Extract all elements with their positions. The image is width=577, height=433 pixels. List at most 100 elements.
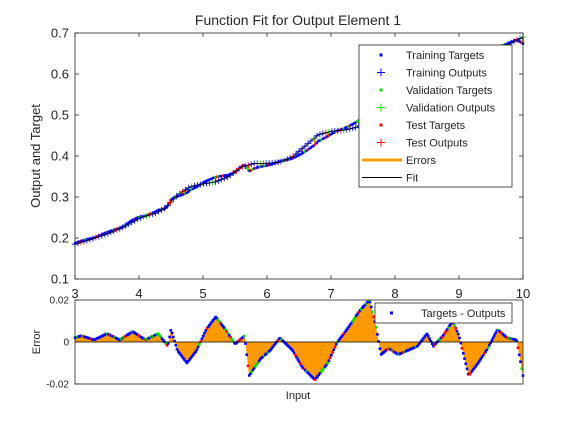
error-marker bbox=[195, 348, 199, 351]
fit-target-marker bbox=[517, 39, 520, 43]
fit-legend-entry-label: Validation Outputs bbox=[406, 103, 496, 115]
fit-target-marker bbox=[263, 164, 266, 168]
error-marker bbox=[231, 339, 235, 343]
error-marker bbox=[169, 329, 173, 332]
error-marker bbox=[199, 340, 202, 343]
error-marker bbox=[455, 329, 459, 333]
error-marker bbox=[341, 333, 344, 337]
error-marker bbox=[167, 342, 170, 345]
fit-target-marker bbox=[250, 169, 253, 172]
error-marker bbox=[378, 347, 382, 350]
error-marker bbox=[458, 336, 461, 340]
error-marker bbox=[443, 331, 446, 335]
error-marker bbox=[486, 346, 490, 349]
error-marker bbox=[251, 368, 255, 372]
error-marker bbox=[479, 357, 482, 361]
error-marker bbox=[332, 348, 336, 352]
error-marker bbox=[519, 360, 522, 363]
fit-target-marker bbox=[152, 211, 156, 214]
error-marker bbox=[294, 353, 297, 357]
fit-target-marker bbox=[135, 217, 138, 220]
fit-target-marker bbox=[518, 40, 522, 43]
error-y-tick-label: -0.02 bbox=[46, 380, 69, 391]
error-marker bbox=[229, 336, 232, 339]
error-marker bbox=[204, 329, 207, 332]
error-marker bbox=[364, 302, 368, 305]
fit-x-tick-label: 8 bbox=[391, 286, 398, 301]
fit-target-marker bbox=[224, 174, 227, 177]
error-marker bbox=[331, 351, 334, 354]
fit-target-marker bbox=[315, 141, 319, 144]
fit-target-marker bbox=[218, 175, 222, 178]
error-marker bbox=[224, 328, 227, 331]
error-marker bbox=[272, 344, 276, 347]
error-marker bbox=[469, 371, 472, 375]
fit-target-marker bbox=[309, 146, 313, 149]
error-marker bbox=[179, 353, 183, 357]
error-marker bbox=[350, 321, 353, 325]
fit-target-marker bbox=[81, 239, 84, 242]
error-marker bbox=[343, 330, 347, 334]
error-marker bbox=[93, 338, 97, 341]
fit-target-marker bbox=[324, 136, 328, 139]
fit-legend: Training Targets Training Outputs Validati… bbox=[358, 44, 513, 188]
error-marker bbox=[430, 342, 434, 346]
fit-target-marker bbox=[300, 152, 304, 155]
fit-target-marker bbox=[214, 175, 217, 179]
error-marker bbox=[470, 369, 474, 373]
fit-target-marker bbox=[209, 177, 213, 181]
fit-target-marker bbox=[259, 165, 262, 168]
fit-target-marker bbox=[332, 131, 335, 135]
error-marker bbox=[327, 359, 331, 362]
error-marker bbox=[173, 339, 176, 343]
error-marker bbox=[453, 324, 456, 327]
error-marker bbox=[220, 323, 224, 326]
error-marker bbox=[256, 361, 260, 364]
error-marker bbox=[86, 336, 89, 339]
fit-target-marker bbox=[347, 125, 350, 128]
error-marker bbox=[265, 352, 268, 355]
fit-target-marker bbox=[126, 222, 129, 225]
error-marker bbox=[384, 349, 388, 352]
fit-target-marker bbox=[188, 189, 192, 192]
fit-target-marker bbox=[155, 209, 159, 212]
fit-target-marker bbox=[197, 184, 201, 187]
error-marker bbox=[437, 339, 440, 343]
error-marker bbox=[252, 366, 256, 370]
error-marker bbox=[267, 350, 271, 353]
error-marker bbox=[203, 332, 206, 335]
fit-target-marker bbox=[191, 187, 195, 190]
fit-legend-entry-label: Training Targets bbox=[406, 50, 485, 62]
fit-target-marker bbox=[132, 218, 135, 221]
fit-y-tick-label: 0.3 bbox=[51, 190, 69, 205]
error-marker bbox=[462, 352, 465, 355]
error-marker bbox=[255, 363, 258, 366]
fit-x-tick-label: 9 bbox=[455, 286, 462, 301]
error-marker bbox=[419, 340, 423, 343]
error-marker bbox=[323, 365, 327, 368]
error-marker bbox=[335, 343, 338, 346]
error-marker bbox=[464, 362, 468, 366]
error-marker bbox=[520, 367, 524, 370]
error-marker bbox=[422, 337, 425, 340]
error-marker bbox=[198, 342, 201, 346]
error-marker bbox=[346, 327, 349, 330]
error-marker bbox=[445, 328, 449, 331]
error-marker bbox=[423, 335, 426, 338]
fit-target-marker bbox=[220, 174, 223, 178]
fit-y-tick-label: 0.1 bbox=[51, 272, 69, 287]
fit-legend-entry-label: Test Targets bbox=[406, 120, 466, 132]
error-marker bbox=[297, 360, 301, 363]
error-marker bbox=[186, 360, 190, 363]
error-marker bbox=[317, 373, 321, 376]
error-marker bbox=[194, 350, 197, 353]
error-marker bbox=[164, 342, 168, 345]
fit-target-marker bbox=[129, 220, 132, 223]
fit-target-marker bbox=[269, 163, 272, 166]
error-marker bbox=[205, 327, 209, 330]
error-marker bbox=[518, 353, 521, 357]
error-marker bbox=[157, 332, 160, 336]
error-marker bbox=[254, 365, 257, 368]
error-marker bbox=[300, 364, 303, 368]
error-y-tick-label: 0.02 bbox=[50, 296, 70, 307]
